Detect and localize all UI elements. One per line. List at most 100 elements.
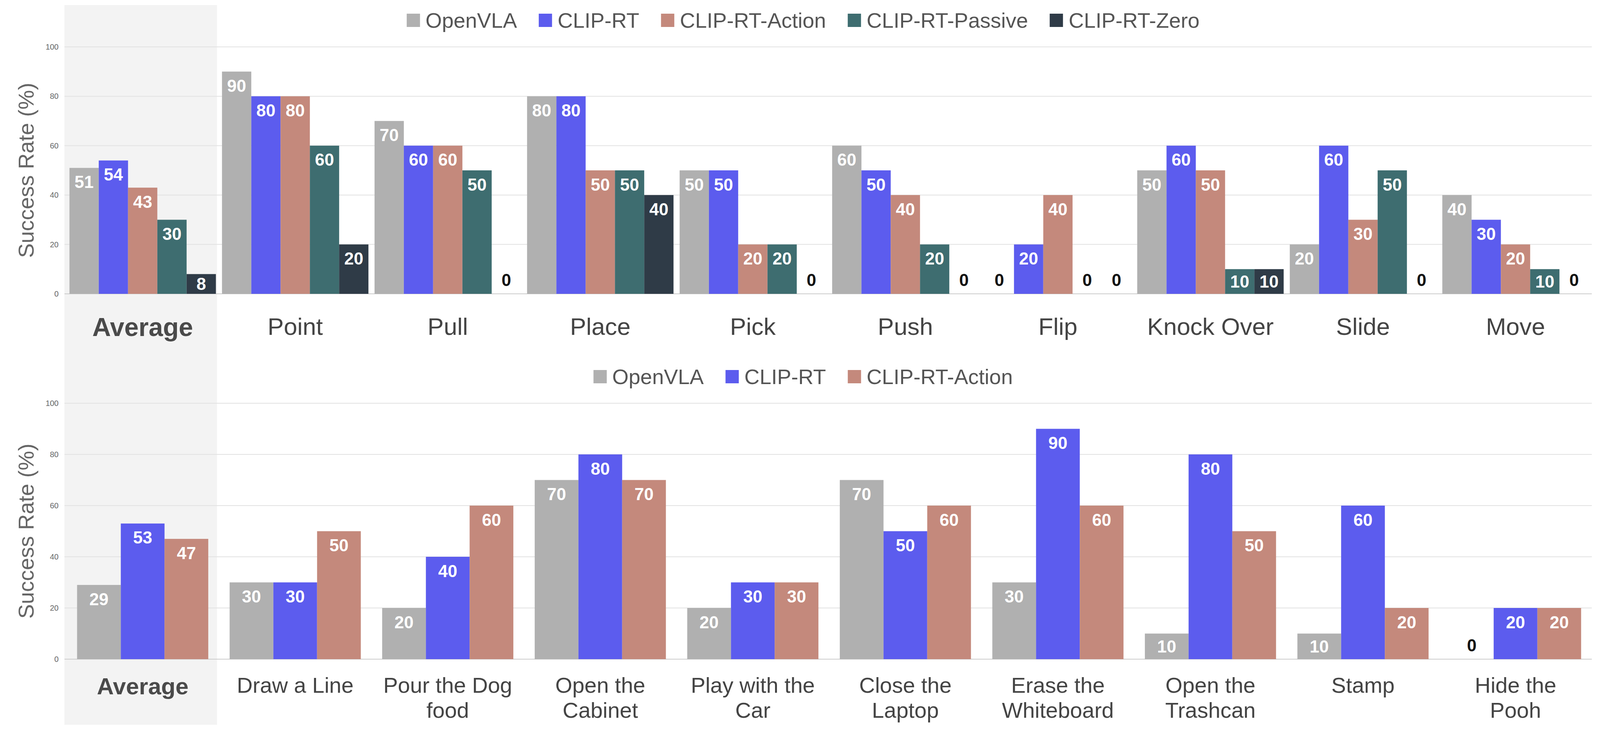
y-tick-label: 80 <box>50 450 59 459</box>
bar <box>861 170 891 294</box>
data-label: 60 <box>1092 510 1112 530</box>
legend-swatch <box>660 13 675 27</box>
bar <box>433 145 463 294</box>
data-label: 20 <box>1505 612 1525 632</box>
bar <box>1348 219 1378 294</box>
bar <box>578 454 623 659</box>
data-label: 0 <box>1416 270 1427 290</box>
data-label: 50 <box>1200 175 1220 195</box>
bar <box>774 582 819 660</box>
bar <box>1166 145 1196 294</box>
data-label: 20 <box>394 612 414 632</box>
data-label: 90 <box>1048 433 1068 453</box>
x-tick-label: Close the Laptop <box>839 672 972 724</box>
bar <box>556 96 586 294</box>
data-label: 50 <box>895 535 915 555</box>
highlight-panel <box>64 5 218 725</box>
bar <box>221 71 252 294</box>
y-tick-label: 100 <box>45 398 59 408</box>
data-label: 30 <box>1004 586 1024 606</box>
data-label: 80 <box>285 100 305 120</box>
bar <box>1471 219 1501 294</box>
legend: OpenVLACLIP-RTCLIP-RT-ActionCLIP-RT-Pass… <box>395 7 1211 34</box>
bar <box>622 480 667 660</box>
data-label: 20 <box>699 612 719 632</box>
bar <box>1377 170 1408 294</box>
bar <box>919 244 950 294</box>
x-tick-label: Push <box>829 312 982 341</box>
bar <box>309 145 340 294</box>
legend-swatch <box>848 369 862 384</box>
x-tick-label: Pick <box>676 312 829 341</box>
bar <box>796 293 827 295</box>
y-axis-title: Success Rate (%) <box>13 82 39 258</box>
data-label: 10 <box>1230 271 1250 292</box>
data-label: 20 <box>772 248 792 268</box>
data-labels: 5154433089080806020706060500808050504050… <box>74 76 1579 294</box>
legend-label: CLIP-RT-Zero <box>1068 8 1200 33</box>
bar <box>687 607 731 659</box>
x-tick-label: Flip <box>981 312 1134 341</box>
bar <box>1137 170 1167 294</box>
data-label: 20 <box>344 248 364 268</box>
bar <box>1537 607 1582 659</box>
data-label: 60 <box>1324 150 1344 170</box>
data-label: 30 <box>162 224 182 244</box>
data-label: 0 <box>1082 270 1092 290</box>
bar <box>992 582 1036 660</box>
data-label: 10 <box>1535 271 1555 292</box>
bar <box>317 531 361 660</box>
bar <box>890 194 920 294</box>
bar <box>251 96 281 294</box>
data-label: 70 <box>379 125 399 145</box>
bar <box>1384 607 1429 659</box>
data-label: 50 <box>684 175 704 195</box>
data-labels: 2953473030502040607080702030307050603090… <box>89 433 1569 656</box>
data-label: 20 <box>925 248 945 268</box>
x-tick-label: Stamp <box>1296 672 1430 698</box>
bar <box>1225 269 1255 294</box>
bar <box>1297 633 1342 660</box>
legend-label: CLIP-RT-Passive <box>866 8 1029 33</box>
bar <box>1407 293 1437 295</box>
bar <box>1493 607 1538 659</box>
bar <box>1341 505 1385 659</box>
data-label: 40 <box>438 561 458 581</box>
legend-swatch <box>1050 13 1064 27</box>
grid-line <box>64 46 1592 48</box>
bar <box>1072 293 1102 295</box>
data-label: 47 <box>176 543 197 563</box>
data-label: 30 <box>1476 224 1496 244</box>
y-axis-title: Success Rate (%) <box>13 443 39 619</box>
legend-swatch <box>406 13 420 27</box>
data-label: 53 <box>133 527 153 547</box>
data-label: 8 <box>196 274 206 294</box>
data-label: 50 <box>1382 175 1402 195</box>
data-label: 54 <box>103 164 124 184</box>
data-label: 43 <box>133 192 153 212</box>
legend-item: OpenVLA <box>593 364 704 389</box>
data-label: 0 <box>1111 270 1122 290</box>
grid-line <box>64 402 1592 404</box>
x-tick-label: Open the Trashcan <box>1144 672 1277 724</box>
data-label: 70 <box>546 484 567 504</box>
bar <box>164 538 209 659</box>
x-tick-label: Average <box>66 312 219 343</box>
data-label: 50 <box>590 175 610 195</box>
y-tick-label: 0 <box>54 289 59 299</box>
bar <box>1035 428 1080 660</box>
legend-item: CLIP-RT <box>725 364 827 389</box>
bar <box>1442 194 1472 294</box>
bar <box>128 187 158 294</box>
x-tick-label: Move <box>1439 312 1592 341</box>
bar <box>374 121 404 294</box>
data-label: 0 <box>958 270 969 290</box>
data-label: 10 <box>1157 636 1177 656</box>
bar <box>1101 293 1132 295</box>
data-label: 20 <box>1549 612 1569 632</box>
data-label: 40 <box>1048 199 1068 219</box>
bar <box>738 244 768 294</box>
data-label: 51 <box>74 172 94 192</box>
bar <box>120 523 165 659</box>
data-label: 60 <box>482 510 502 530</box>
